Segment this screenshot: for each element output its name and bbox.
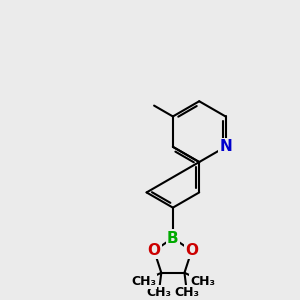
Text: CH₃: CH₃: [190, 275, 215, 288]
Text: CH₃: CH₃: [174, 286, 200, 299]
Text: O: O: [185, 243, 198, 258]
Text: N: N: [219, 139, 232, 154]
Text: B: B: [167, 230, 179, 245]
Text: O: O: [148, 243, 161, 258]
Text: CH₃: CH₃: [131, 275, 156, 288]
Text: CH₃: CH₃: [146, 286, 171, 299]
